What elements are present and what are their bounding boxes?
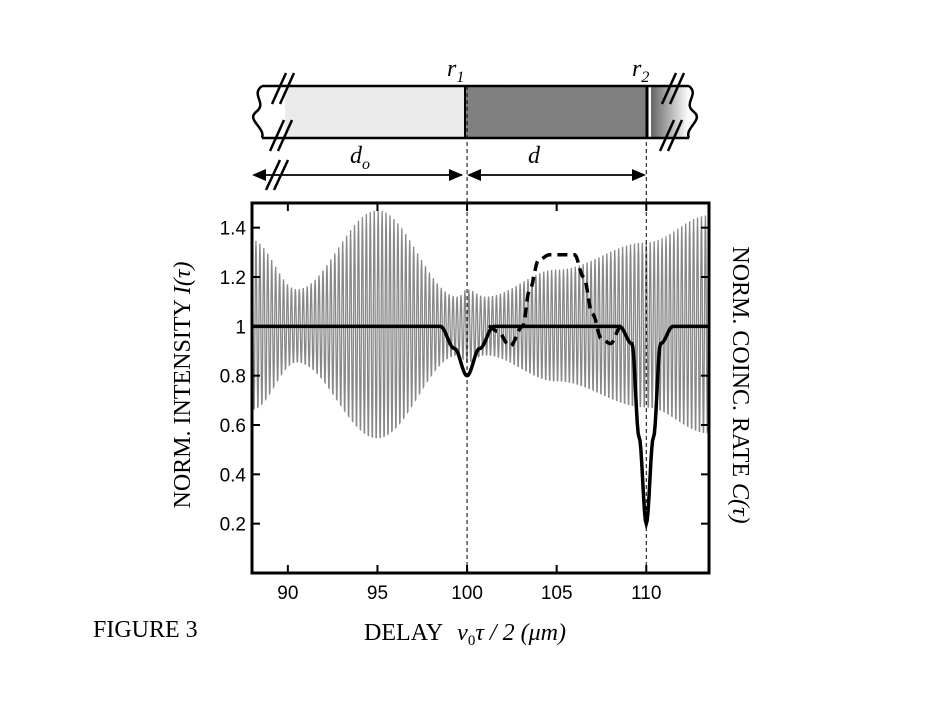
distance-arrows <box>252 159 646 191</box>
x-tick-label: 90 <box>277 583 298 604</box>
y-axis-label-left: NORM. INTENSITY I(τ) <box>170 261 196 508</box>
y-tick-label: 0.6 <box>220 416 246 437</box>
x-axis-label: DELAY v0τ / 2 (μm) <box>364 620 566 649</box>
y-tick-label: 0.8 <box>220 367 246 388</box>
intensity-series <box>252 210 709 439</box>
y-tick-label: 1.2 <box>220 268 246 289</box>
x-tick-label: 100 <box>451 583 483 604</box>
break-mark-left <box>268 72 296 152</box>
r2-label: r2 <box>632 56 649 86</box>
coincidence-series-dashed <box>488 253 622 348</box>
plot-area: 90 95 100 105 110 0.2 0.4 0.6 0.8 1 1.2 1.4 <box>220 201 711 604</box>
plot-frame <box>250 201 711 575</box>
r1-label: r1 <box>447 56 464 86</box>
do-label: do <box>350 143 370 173</box>
break-mark-right <box>658 72 686 152</box>
y-tick-label: 0.2 <box>220 515 246 536</box>
x-tick-label: 110 <box>631 583 661 604</box>
d-label: d <box>528 143 541 169</box>
y-axis-label-right: NORM. COINC. RATE C(τ) <box>727 246 753 523</box>
figure-label: FIGURE 3 <box>93 617 198 643</box>
sample-schematic: r1 r2 do d <box>252 56 698 191</box>
coincidence-series-solid <box>252 324 709 531</box>
y-tick-label: 0.4 <box>220 465 247 486</box>
x-tick-label: 95 <box>367 583 388 604</box>
x-tick-label: 105 <box>541 583 573 604</box>
y-tick-label: 1 <box>235 317 246 338</box>
y-tick-label: 1.4 <box>220 219 247 240</box>
